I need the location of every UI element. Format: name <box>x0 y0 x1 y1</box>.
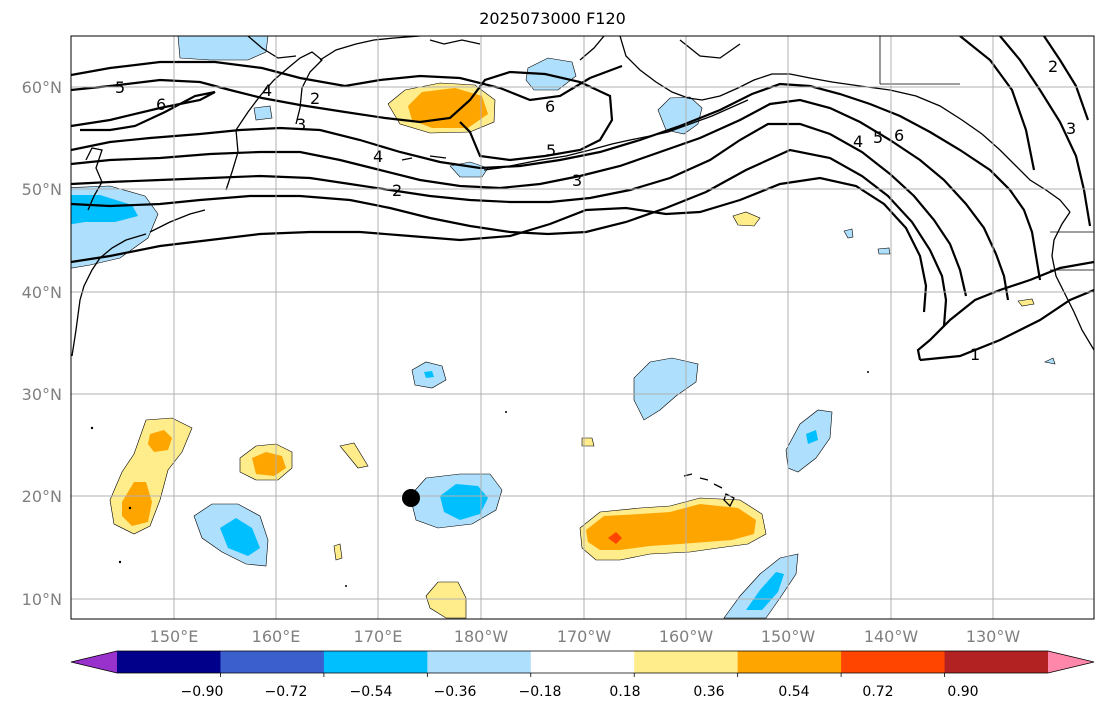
colorbar-label: −0.72 <box>265 684 308 700</box>
contour-label-group: 5 6 4 3 2 4 6 5 4 3 2 1 5 6 3 2 <box>115 57 1076 364</box>
lon-tick-label: 180°W <box>454 627 509 646</box>
colorbar-swatch <box>737 651 842 673</box>
negative-anomaly-core <box>424 371 434 378</box>
positive-anomaly-core <box>122 482 152 526</box>
contour-label: 3 <box>572 171 582 190</box>
positive-anomaly-region <box>339 442 369 469</box>
lon-tick-label: 130°W <box>966 627 1021 646</box>
lon-tick-label: 140°W <box>864 627 919 646</box>
negative-anomaly-core <box>806 430 818 444</box>
lat-tick-label: 60°N <box>22 78 62 97</box>
negative-anomaly-region <box>525 57 577 91</box>
colorbar-swatch <box>530 651 635 673</box>
negative-anomaly-region <box>1044 357 1056 365</box>
colorbar-swatch <box>841 651 946 673</box>
contour-label: 4 <box>853 132 863 151</box>
contour-label: 5 <box>546 141 556 160</box>
contour-label: 2 <box>1048 57 1058 76</box>
contour-label: 6 <box>894 126 904 145</box>
colorbar-label: −0.36 <box>434 684 477 700</box>
colorbar-label: −0.90 <box>181 684 224 700</box>
lon-tick-label: 160°E <box>252 627 301 646</box>
lat-tick-label: 40°N <box>22 283 62 302</box>
lon-tick-label: 170°E <box>354 627 403 646</box>
map-title: 2025073000 F120 <box>479 9 626 28</box>
positive-anomaly-region <box>732 211 761 227</box>
contour-lines <box>71 36 1094 362</box>
contour-label: 4 <box>262 81 272 100</box>
contour-label: 3 <box>296 115 306 134</box>
contour-label: 2 <box>392 181 402 200</box>
lon-tick-label: 160°W <box>659 627 714 646</box>
lat-tick-label: 50°N <box>22 180 62 199</box>
colorbar-swatch <box>427 651 532 673</box>
colorbar-label: 0.36 <box>693 684 724 700</box>
colorbar-label: 0.18 <box>609 684 640 700</box>
negative-anomaly-core <box>746 572 784 610</box>
positive-anomaly-core <box>148 430 172 452</box>
coastlines <box>71 36 1094 587</box>
lon-tick-label: 150°E <box>150 627 199 646</box>
positive-anomaly-region <box>1017 298 1035 307</box>
negative-anomaly-region <box>723 553 799 619</box>
contour-label: 3 <box>1066 119 1076 138</box>
contour-label: 4 <box>373 147 383 166</box>
negative-anomaly-region <box>843 228 854 239</box>
lat-tick-label: 20°N <box>22 487 62 506</box>
lat-lon-grid <box>71 36 1094 619</box>
contour-label: 5 <box>873 128 883 147</box>
latitude-tick-labels: 60°N 50°N 40°N 30°N 20°N 10°N <box>22 78 62 609</box>
positive-anomaly-core <box>408 88 488 128</box>
contour-label: 6 <box>156 95 166 114</box>
negative-anomaly-region <box>877 247 891 255</box>
map-panel: 5 6 4 3 2 4 6 5 4 3 2 1 5 6 3 2 <box>71 36 1094 619</box>
negative-anomaly-core <box>71 195 138 225</box>
positive-anomaly-core <box>252 452 286 476</box>
colorbar-swatch <box>634 651 739 673</box>
positive-anomaly-peak <box>608 532 622 544</box>
negative-anomaly-region <box>633 357 699 421</box>
longitude-tick-labels: 150°E 160°E 170°E 180°W 170°W 160°W 150°… <box>150 627 1021 646</box>
positive-anomaly-core <box>586 504 756 550</box>
colorbar: −0.90 −0.72 −0.54 −0.36 −0.18 0.18 0.36 … <box>70 650 1095 700</box>
contour-label: 6 <box>545 97 555 116</box>
colorbar-swatch <box>117 651 221 673</box>
lon-tick-label: 150°W <box>761 627 816 646</box>
negative-anomaly-core <box>220 518 260 556</box>
contour-label: 1 <box>970 345 980 364</box>
colorbar-outline <box>70 650 1095 674</box>
map-frame <box>70 35 1095 620</box>
negative-anomaly-core <box>440 484 488 520</box>
negative-anomaly-region <box>177 36 269 61</box>
negative-anomaly-region <box>253 105 273 121</box>
contour-label: 2 <box>310 89 320 108</box>
colorbar-swatch <box>220 651 325 673</box>
colorbar-label: −0.54 <box>350 684 393 700</box>
positive-anomaly-region <box>425 581 467 619</box>
colorbar-label: −0.18 <box>519 684 562 700</box>
colorbar-swatch <box>944 651 1049 673</box>
colorbar-swatch <box>71 651 117 673</box>
colorbar-label: 0.72 <box>862 684 893 700</box>
colorbar-label: 0.90 <box>947 684 978 700</box>
lat-tick-label: 10°N <box>22 590 62 609</box>
contour-label: 5 <box>115 78 125 97</box>
lat-tick-label: 30°N <box>22 385 62 404</box>
shaded-fields <box>71 36 1056 619</box>
storm-position-marker <box>402 489 420 507</box>
positive-anomaly-region <box>333 543 343 561</box>
negative-anomaly-region <box>657 96 703 135</box>
colorbar-swatch <box>1048 651 1094 673</box>
colorbar-swatch <box>323 651 428 673</box>
positive-anomaly-region <box>581 437 595 447</box>
lon-tick-label: 170°W <box>557 627 612 646</box>
colorbar-label: 0.54 <box>778 684 809 700</box>
